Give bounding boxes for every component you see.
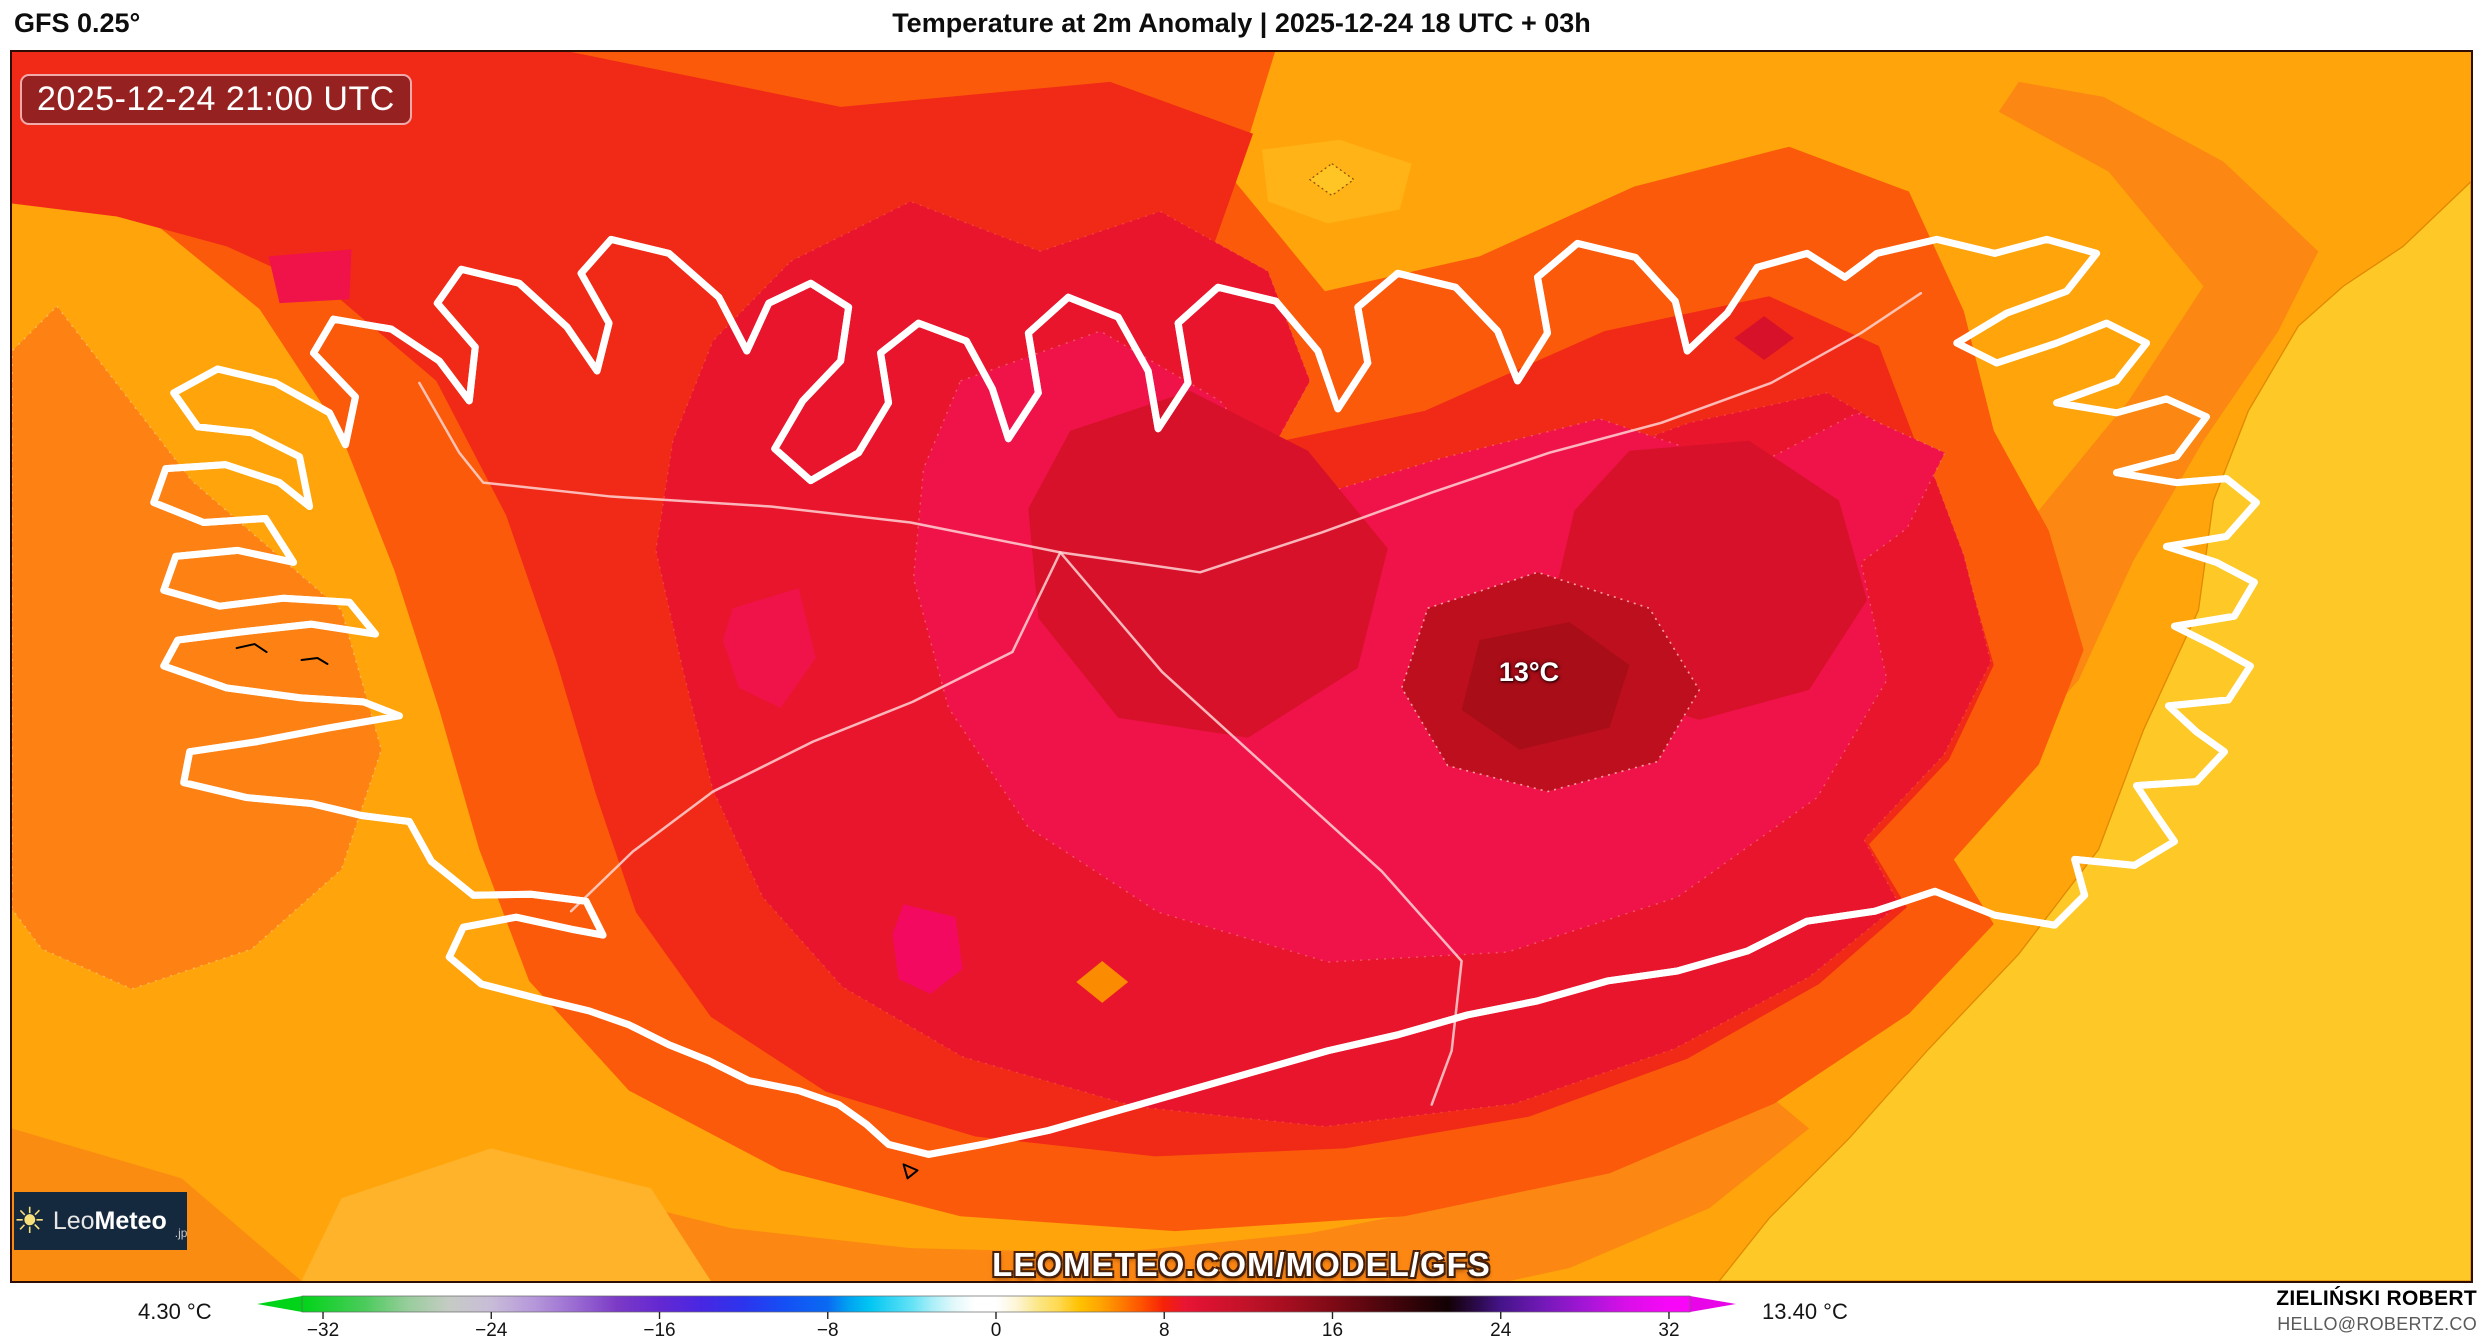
logo-text: LeoMeteo: [53, 1207, 167, 1236]
contour-band-core-darkest: [1461, 622, 1630, 750]
islets-breidafjordur-2: [300, 657, 329, 666]
contour-patch-yellow-diamond: [1308, 162, 1355, 197]
coastline: [150, 239, 2257, 1180]
contour-patch-orange-diamond: [1076, 961, 1129, 1003]
road-line-southeast: [1059, 551, 1463, 1106]
leometeo-logo: ☀ LeoMeteo .jp: [14, 1192, 187, 1250]
sun-icon: ☀: [13, 1200, 46, 1241]
peak-temperature-label: 13°C: [1498, 657, 1560, 687]
valid-time-badge: 2025-12-24 21:00 UTC: [20, 74, 412, 125]
credits-block: ZIELIŃSKI ROBERT HELLO@ROBERTZ.CO: [2276, 1287, 2477, 1335]
contour-patch-pink-west: [722, 588, 816, 708]
colorbar-left-arrow: [257, 1296, 302, 1312]
colorbar-tick-label: 0: [991, 1320, 1002, 1338]
colorbar-tick-label: 24: [1490, 1320, 1512, 1338]
contour-band-dark-orange-south: [431, 1078, 1810, 1281]
logo-text-regular: Leo: [52, 1206, 95, 1235]
page-title: Temperature at 2m Anomaly | 2025-12-24 1…: [892, 8, 1591, 38]
colorbar: −32 −24 −16 −8 0 8 16 24 32: [257, 1295, 1736, 1338]
islets-breidafjordur: [235, 643, 268, 654]
logo-text-bold: Meteo: [94, 1206, 167, 1235]
contour-patch-pink-nw: [268, 249, 352, 304]
anomaly-contour-map: [12, 52, 2471, 1281]
watermark-url: LEOMETEO.COM/MODEL/GFS: [992, 1246, 1491, 1283]
contour-band-dark-red-central: [1028, 390, 1388, 738]
road-line-southwest: [569, 551, 1062, 913]
colorbar-tick-label: 8: [1159, 1320, 1170, 1338]
colorbar-min-label: 4.30 °C: [138, 1299, 212, 1324]
colorbar-right-arrow: [1690, 1296, 1736, 1312]
colorbar-ticks: −32 −24 −16 −8 0 8 16 24 32: [307, 1312, 1680, 1338]
colorbar-tick-label: −24: [475, 1320, 508, 1338]
colorbar-tick-label: 32: [1658, 1320, 1679, 1338]
contour-band-light-orange-sw: [301, 1148, 711, 1281]
contour-bands: [12, 52, 2471, 1281]
logo-tld: .jp: [174, 1226, 188, 1240]
colorbar-gradient-bar: [301, 1295, 1691, 1313]
colorbar-max-label: 13.40 °C: [1762, 1299, 1848, 1324]
colorbar-tick-label: −16: [643, 1320, 675, 1338]
colorbar-tick-label: −8: [817, 1320, 839, 1338]
contour-band-light-orange-west: [12, 305, 383, 990]
roads-layer: [418, 291, 1923, 1106]
author-contact: HELLO@ROBERTZ.CO: [2277, 1314, 2477, 1334]
colorbar-tick-label: −32: [307, 1320, 339, 1338]
model-label: GFS 0.25°: [14, 8, 141, 38]
anomaly-map-frame: 2025-12-24 21:00 UTC 13°C ☀ LeoMeteo .jp…: [10, 50, 2473, 1283]
contour-band-yellow-right: [1718, 180, 2471, 1281]
contour-patch-bright-pink: [892, 904, 963, 994]
colorbar-tick-label: 16: [1322, 1320, 1343, 1338]
author-name: ZIELIŃSKI ROBERT: [2276, 1287, 2477, 1310]
island-vestmannaeyjar: [902, 1163, 919, 1180]
road-line-northwest-east: [418, 291, 1923, 574]
